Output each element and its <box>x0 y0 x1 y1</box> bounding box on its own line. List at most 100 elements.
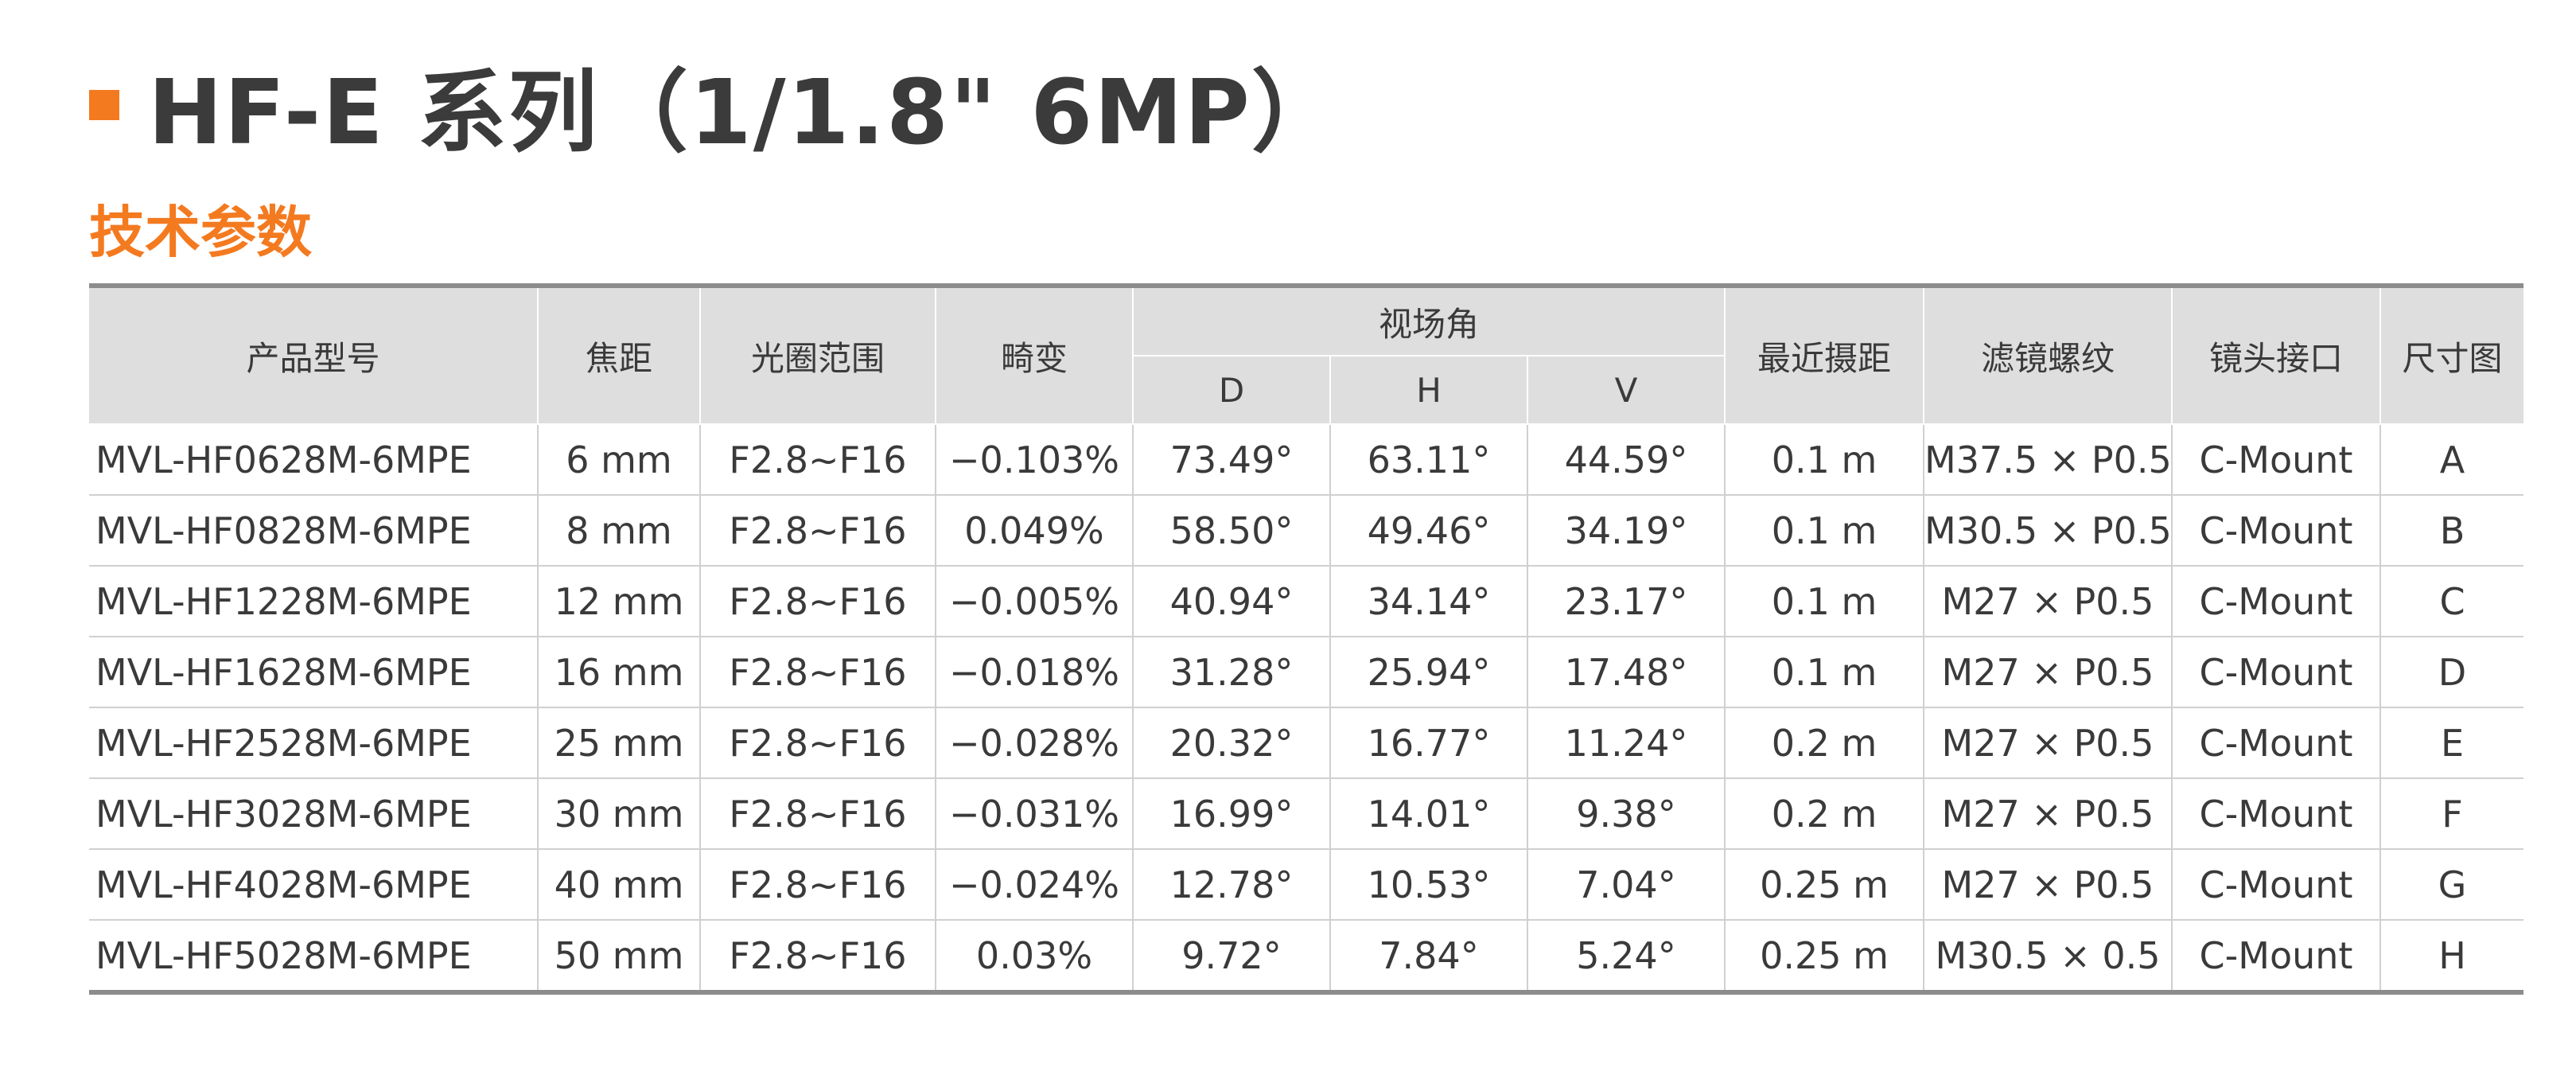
table-row: MVL-HF1628M-6MPE 16 mm F2.8~F16 −0.018% … <box>89 636 2523 708</box>
cell-fov-h: 25.94° <box>1329 636 1528 708</box>
cell-distortion: −0.031% <box>935 777 1134 850</box>
cell-fov-v: 34.19° <box>1527 494 1726 567</box>
cell-mount: C-Mount <box>2171 919 2381 993</box>
cell-mod: 0.2 m <box>1724 777 1924 850</box>
cell-filter: M30.5 × P0.5 <box>1923 494 2173 567</box>
col-header-filter: 滤镜螺纹 <box>1923 285 2173 425</box>
col-header-fov-d: D <box>1133 355 1331 425</box>
cell-fov-v: 9.38° <box>1527 777 1726 850</box>
cell-filter: M27 × P0.5 <box>1923 565 2173 637</box>
cell-focal: 40 mm <box>537 848 701 921</box>
cell-mount: C-Mount <box>2171 423 2381 496</box>
cell-model: MVL-HF0828M-6MPE <box>89 494 539 567</box>
cell-fov-d: 12.78° <box>1132 848 1331 921</box>
table-row: MVL-HF1228M-6MPE 12 mm F2.8~F16 −0.005% … <box>89 565 2523 637</box>
cell-fov-v: 17.48° <box>1527 636 1726 708</box>
col-header-focal: 焦距 <box>537 285 701 425</box>
cell-drawing: A <box>2379 423 2523 496</box>
cell-fov-v: 5.24° <box>1527 919 1726 993</box>
table-row: MVL-HF3028M-6MPE 30 mm F2.8~F16 −0.031% … <box>89 777 2523 850</box>
cell-mod: 0.25 m <box>1724 848 1924 921</box>
cell-focal: 6 mm <box>537 423 701 496</box>
cell-drawing: G <box>2379 848 2523 921</box>
cell-aperture: F2.8~F16 <box>699 919 936 993</box>
cell-fov-d: 40.94° <box>1132 565 1331 637</box>
cell-aperture: F2.8~F16 <box>699 494 936 567</box>
cell-distortion: −0.103% <box>935 423 1134 496</box>
col-header-mod: 最近摄距 <box>1724 285 1924 425</box>
cell-fov-v: 7.04° <box>1527 848 1726 921</box>
cell-fov-v: 11.24° <box>1527 707 1726 779</box>
cell-fov-d: 20.32° <box>1132 707 1331 779</box>
cell-mount: C-Mount <box>2171 494 2381 567</box>
cell-model: MVL-HF1628M-6MPE <box>89 636 539 708</box>
cell-fov-h: 14.01° <box>1329 777 1528 850</box>
cell-aperture: F2.8~F16 <box>699 848 936 921</box>
cell-fov-h: 34.14° <box>1329 565 1528 637</box>
table-row: MVL-HF4028M-6MPE 40 mm F2.8~F16 −0.024% … <box>89 848 2523 921</box>
col-header-fov-h: H <box>1329 355 1528 425</box>
cell-drawing: F <box>2379 777 2523 850</box>
cell-mount: C-Mount <box>2171 777 2381 850</box>
cell-filter: M37.5 × P0.5 <box>1923 423 2173 496</box>
cell-focal: 12 mm <box>537 565 701 637</box>
cell-aperture: F2.8~F16 <box>699 565 936 637</box>
cell-model: MVL-HF0628M-6MPE <box>89 423 539 496</box>
cell-focal: 16 mm <box>537 636 701 708</box>
cell-fov-d: 9.72° <box>1132 919 1331 993</box>
cell-distortion: −0.018% <box>935 636 1134 708</box>
table-row: MVL-HF2528M-6MPE 25 mm F2.8~F16 −0.028% … <box>89 707 2523 779</box>
cell-focal: 25 mm <box>537 707 701 779</box>
cell-focal: 8 mm <box>537 494 701 567</box>
cell-filter: M30.5 × 0.5 <box>1923 919 2173 993</box>
cell-distortion: 0.03% <box>935 919 1134 993</box>
table-body: MVL-HF0628M-6MPE 6 mm F2.8~F16 −0.103% 7… <box>89 423 2523 993</box>
col-header-aperture: 光圈范围 <box>699 285 936 425</box>
cell-model: MVL-HF1228M-6MPE <box>89 565 539 637</box>
cell-fov-h: 49.46° <box>1329 494 1528 567</box>
table-row: MVL-HF0628M-6MPE 6 mm F2.8~F16 −0.103% 7… <box>89 423 2523 496</box>
cell-mount: C-Mount <box>2171 636 2381 708</box>
col-header-mount: 镜头接口 <box>2171 285 2381 425</box>
cell-drawing: H <box>2379 919 2523 993</box>
cell-aperture: F2.8~F16 <box>699 707 936 779</box>
col-header-fov-v: V <box>1527 355 1725 425</box>
cell-fov-h: 10.53° <box>1329 848 1528 921</box>
cell-distortion: −0.028% <box>935 707 1134 779</box>
cell-mod: 0.1 m <box>1724 565 1924 637</box>
cell-mod: 0.25 m <box>1724 919 1924 993</box>
cell-fov-d: 73.49° <box>1132 423 1331 496</box>
cell-aperture: F2.8~F16 <box>699 423 936 496</box>
table-row: MVL-HF5028M-6MPE 50 mm F2.8~F16 0.03% 9.… <box>89 919 2523 993</box>
cell-filter: M27 × P0.5 <box>1923 848 2173 921</box>
cell-mod: 0.1 m <box>1724 494 1924 567</box>
cell-focal: 30 mm <box>537 777 701 850</box>
cell-fov-h: 63.11° <box>1329 423 1528 496</box>
table-header: 产品型号 焦距 光圈范围 畸变 视场角 最近摄距 滤镜螺纹 镜头接口 尺寸图 D… <box>89 285 2523 425</box>
cell-distortion: −0.024% <box>935 848 1134 921</box>
cell-filter: M27 × P0.5 <box>1923 777 2173 850</box>
cell-model: MVL-HF2528M-6MPE <box>89 707 539 779</box>
cell-focal: 50 mm <box>537 919 701 993</box>
cell-fov-v: 23.17° <box>1527 565 1726 637</box>
cell-model: MVL-HF4028M-6MPE <box>89 848 539 921</box>
cell-drawing: C <box>2379 565 2523 637</box>
cell-filter: M27 × P0.5 <box>1923 707 2173 779</box>
cell-drawing: B <box>2379 494 2523 567</box>
orange-square-icon <box>89 90 119 120</box>
title-row: HF-E 系列（1/1.8" 6MP） <box>89 49 1342 165</box>
cell-fov-d: 31.28° <box>1132 636 1331 708</box>
col-header-distortion: 畸变 <box>935 285 1134 425</box>
cell-mount: C-Mount <box>2171 707 2381 779</box>
cell-fov-v: 44.59° <box>1527 423 1726 496</box>
cell-aperture: F2.8~F16 <box>699 636 936 708</box>
table-row: MVL-HF0828M-6MPE 8 mm F2.8~F16 0.049% 58… <box>89 494 2523 567</box>
cell-fov-h: 16.77° <box>1329 707 1528 779</box>
section-title: 技术参数 <box>89 200 312 265</box>
cell-mount: C-Mount <box>2171 848 2381 921</box>
cell-aperture: F2.8~F16 <box>699 777 936 850</box>
cell-drawing: D <box>2379 636 2523 708</box>
col-header-fov: 视场角 <box>1132 285 1726 356</box>
cell-model: MVL-HF5028M-6MPE <box>89 919 539 993</box>
page-title: HF-E 系列（1/1.8" 6MP） <box>148 61 1342 165</box>
